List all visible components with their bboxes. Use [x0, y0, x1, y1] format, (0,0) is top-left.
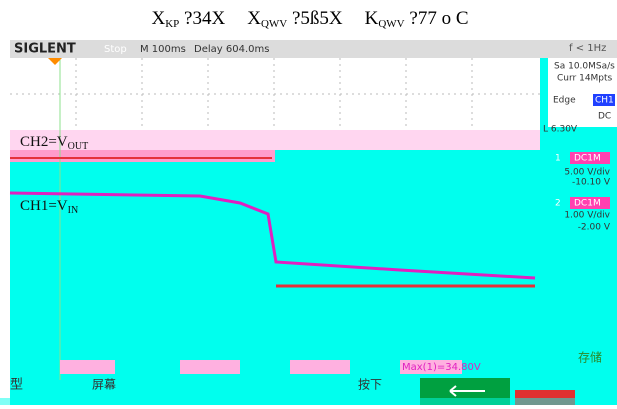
trigger-src-bg [593, 94, 615, 106]
trace-label-sub: IN [68, 205, 79, 216]
channel-number: 2 [555, 199, 561, 209]
memory-depth: Curr 14Mpts [557, 74, 613, 84]
trace-label-main: CH1=V [20, 198, 68, 214]
trigger-marker [48, 58, 62, 65]
back-arrow [449, 385, 485, 397]
trace-label: CH2=VOUT [20, 134, 88, 152]
acq-box [548, 58, 617, 91]
measurement: Max(1)=34.80V [402, 362, 481, 373]
caption-main: X [152, 8, 166, 29]
trigger-coupling: DC [598, 112, 611, 122]
caption-rest: ?77 o C [405, 8, 469, 29]
caption-sub: QWV [378, 18, 404, 30]
ch1-coupling-bg [570, 152, 610, 164]
run-state: Stop [104, 44, 127, 55]
band [10, 130, 540, 150]
caption: XKP ?34X XQWV ?5ß5X KQWV ?77 o C [152, 8, 469, 29]
trace-ch1 [9, 191, 536, 280]
channel-coupling: DC1M [574, 154, 601, 164]
top-bar [10, 40, 617, 58]
ch2-coupling-bg [570, 197, 610, 209]
delay: Delay 604.0ms [194, 44, 269, 55]
channel-number: 1 [555, 154, 561, 164]
channel-scale: 1.00 V/div [564, 211, 610, 221]
brand: SIGLENT [14, 42, 76, 57]
menu-label: 存储 [578, 350, 602, 365]
caption-rest: ?5ß5X [287, 8, 343, 29]
menu-item[interactable] [180, 360, 240, 374]
grid [10, 58, 540, 130]
caption-rest: ?34X [179, 8, 225, 29]
trigger-level: L 6.30V [543, 125, 578, 135]
menu-label: 按下 [358, 378, 382, 392]
caption-main: X [247, 8, 261, 29]
trigger-source: CH1 [595, 96, 614, 106]
trigger-type: Edge [553, 96, 576, 106]
caption-sub: QWV [261, 18, 287, 30]
channel-offset: -2.00 V [578, 223, 611, 233]
band [10, 150, 275, 162]
bottom-edge [0, 398, 617, 405]
menu-label: 型 [10, 378, 23, 393]
timebase: M 100ms [140, 44, 186, 55]
trace-label-main: CH2=V [20, 134, 68, 150]
trace-label: CH1=VIN [20, 198, 78, 216]
menu-label: 屏幕 [92, 378, 116, 392]
menu-item[interactable] [290, 360, 350, 374]
trace-label-sub: OUT [68, 141, 89, 152]
channel-coupling: DC1M [574, 199, 601, 209]
channel-offset: -10.10 V [572, 178, 611, 188]
menu-item[interactable] [60, 360, 115, 374]
caption-bg [0, 0, 617, 40]
caption-main: K [365, 8, 379, 29]
caption-sub: KP [165, 18, 179, 30]
frequency: f < 1Hz [569, 43, 606, 54]
menu-item[interactable] [400, 360, 462, 374]
sample-rate: Sa 10.0MSa/s [554, 62, 615, 72]
channel-scale: 5.00 V/div [564, 168, 610, 178]
